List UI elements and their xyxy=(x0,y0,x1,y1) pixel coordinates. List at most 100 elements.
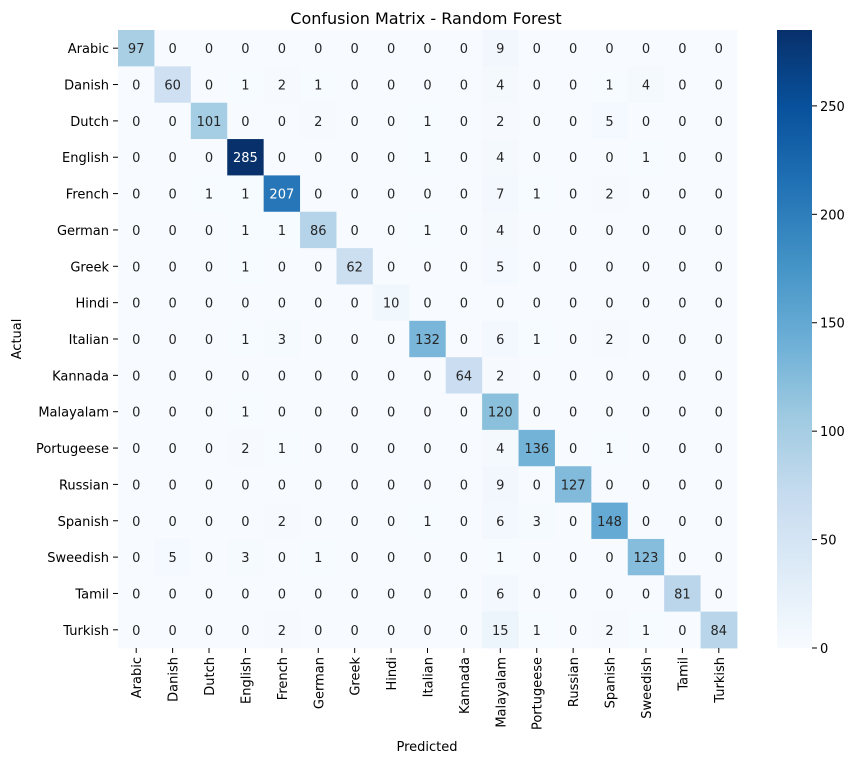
cell-value-label: 0 xyxy=(715,406,723,421)
heatmap-cell xyxy=(409,575,447,613)
cell-value-label: 10 xyxy=(383,297,400,312)
cell-value-label: 0 xyxy=(132,478,140,493)
heatmap-cell xyxy=(409,30,447,67)
cell-value-label: 0 xyxy=(351,333,359,348)
cell-value-label: 0 xyxy=(351,79,359,94)
heatmap-cell xyxy=(118,429,155,467)
cell-value-label: 0 xyxy=(351,151,359,166)
heatmap-cell xyxy=(664,102,701,140)
heatmap-cell xyxy=(445,175,483,213)
heatmap-cell xyxy=(700,102,738,140)
cell-value-label: 0 xyxy=(314,515,322,530)
heatmap-cell xyxy=(227,538,265,576)
heatmap-cell xyxy=(591,102,629,140)
heatmap-cell xyxy=(190,611,228,649)
heatmap-cell xyxy=(300,575,337,613)
cell-value-label: 81 xyxy=(674,587,691,602)
cell-value-label: 1 xyxy=(605,79,613,94)
heatmap-cell xyxy=(227,611,265,649)
cell-value-label: 0 xyxy=(278,369,286,384)
heatmap-cell xyxy=(409,357,447,394)
cell-value-label: 6 xyxy=(496,515,504,530)
heatmap-cell xyxy=(627,357,665,394)
heatmap-cell xyxy=(482,466,519,503)
heatmap-cell xyxy=(554,538,592,576)
heatmap-cell xyxy=(482,320,519,358)
cell-value-label: 0 xyxy=(241,369,249,384)
cell-value-label: 4 xyxy=(496,224,504,239)
cell-value-label: 0 xyxy=(715,224,723,239)
cell-value-label: 1 xyxy=(205,188,213,203)
cell-value-label: 0 xyxy=(205,297,213,312)
cell-value-label: 0 xyxy=(678,624,686,639)
heatmap-cell xyxy=(664,320,701,358)
heatmap-cell xyxy=(263,66,301,104)
heatmap-cell xyxy=(445,538,483,576)
cell-value-label: 0 xyxy=(278,151,286,166)
cell-value-label: 0 xyxy=(132,224,140,239)
heatmap-cell xyxy=(154,502,192,540)
heatmap-cell xyxy=(227,320,265,358)
cell-value-label: 0 xyxy=(168,333,176,348)
heatmap-cell xyxy=(300,538,337,576)
cell-value-label: 0 xyxy=(205,151,213,166)
heatmap-cell xyxy=(409,66,447,104)
cell-value-label: 0 xyxy=(642,188,650,203)
heatmap-cell xyxy=(591,502,629,540)
cell-value-label: 0 xyxy=(715,115,723,130)
cell-value-label: 0 xyxy=(241,515,249,530)
cell-value-label: 0 xyxy=(569,442,577,457)
cell-value-label: 0 xyxy=(715,260,723,275)
heatmap-cell xyxy=(518,466,556,503)
heatmap-cell xyxy=(482,502,519,540)
cell-value-label: 0 xyxy=(678,42,686,57)
cell-value-label: 285 xyxy=(233,151,258,166)
cell-value-label: 64 xyxy=(456,369,473,384)
heatmap-cell xyxy=(409,284,447,322)
cell-value-label: 0 xyxy=(715,333,723,348)
cell-value-label: 15 xyxy=(492,624,509,639)
cell-value-label: 0 xyxy=(314,333,322,348)
heatmap-cell xyxy=(554,139,592,176)
heatmap-cell xyxy=(227,575,265,613)
cell-value-label: 0 xyxy=(642,224,650,239)
cell-value-label: 0 xyxy=(678,442,686,457)
cell-value-label: 0 xyxy=(460,587,468,602)
heatmap-cell xyxy=(154,284,192,322)
cell-value-label: 4 xyxy=(496,79,504,94)
cell-value-label: 0 xyxy=(132,551,140,566)
heatmap-cell xyxy=(300,66,337,104)
cell-value-label: 0 xyxy=(351,515,359,530)
cell-value-label: 0 xyxy=(132,260,140,275)
cell-value-label: 0 xyxy=(678,151,686,166)
cell-value-label: 0 xyxy=(460,515,468,530)
heatmap-cell xyxy=(190,575,228,613)
cell-value-label: 0 xyxy=(205,333,213,348)
heatmap-cell xyxy=(154,429,192,467)
cell-value-label: 0 xyxy=(533,478,541,493)
cell-value-label: 0 xyxy=(460,551,468,566)
cell-value-label: 0 xyxy=(168,624,176,639)
colorbar-tick-label: 50 xyxy=(820,534,837,549)
cell-value-label: 0 xyxy=(168,297,176,312)
heatmap-cell xyxy=(627,429,665,467)
heatmap-cell xyxy=(591,30,629,67)
heatmap-cell xyxy=(664,211,701,249)
cell-value-label: 3 xyxy=(533,515,541,530)
cell-value-label: 0 xyxy=(605,297,613,312)
heatmap-cell xyxy=(482,211,519,249)
colorbar-tick-label: 100 xyxy=(820,425,845,440)
cell-value-label: 0 xyxy=(569,115,577,130)
cell-value-label: 0 xyxy=(314,260,322,275)
heatmap-cell xyxy=(154,139,192,176)
x-tick-label: German xyxy=(312,657,327,709)
colorbar-tick-label: 0 xyxy=(820,642,828,657)
cell-value-label: 4 xyxy=(496,442,504,457)
cell-value-label: 0 xyxy=(387,224,395,239)
cell-value-label: 86 xyxy=(310,224,327,239)
heatmap-cell xyxy=(300,284,337,322)
y-tick-label: Turkish xyxy=(62,624,109,639)
cell-value-label: 0 xyxy=(387,369,395,384)
heatmap-cell xyxy=(700,357,738,394)
cell-value-label: 0 xyxy=(314,188,322,203)
